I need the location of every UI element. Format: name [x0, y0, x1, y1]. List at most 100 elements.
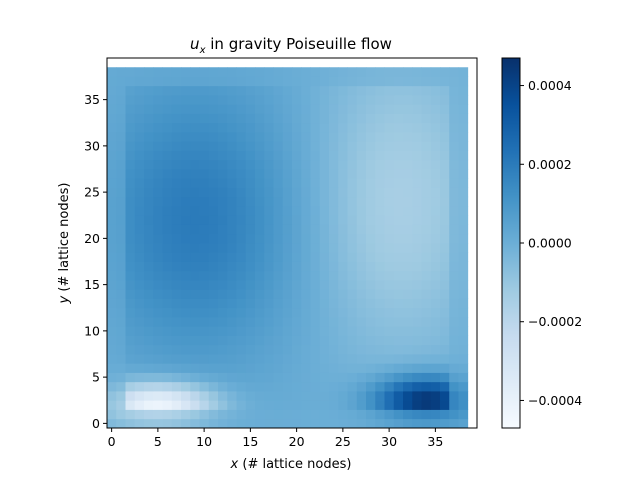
heatmap-cell — [338, 206, 348, 216]
heatmap-cell — [421, 261, 432, 272]
heatmap-cell — [393, 104, 404, 114]
heatmap-cell — [199, 196, 210, 207]
heatmap-cell — [301, 132, 311, 142]
heatmap-cell — [329, 196, 339, 207]
heatmap-cell — [153, 344, 163, 355]
heatmap-cell — [171, 104, 182, 114]
heatmap-cell — [301, 196, 311, 207]
heatmap-cell — [292, 141, 302, 151]
heatmap-cell — [171, 150, 182, 161]
heatmap-cell — [440, 409, 450, 420]
heatmap-cell — [458, 122, 469, 133]
heatmap-cell — [440, 206, 450, 216]
heatmap-cell — [301, 67, 311, 77]
heatmap-cell — [310, 280, 321, 290]
heatmap-cell — [227, 76, 237, 87]
heatmap-cell — [144, 67, 154, 77]
heatmap-cell — [310, 132, 321, 142]
heatmap-cell — [116, 104, 126, 114]
heatmap-cell — [218, 243, 228, 253]
heatmap-cell — [181, 85, 191, 96]
heatmap-cell — [310, 252, 321, 262]
heatmap-cell — [190, 243, 200, 253]
heatmap-cell — [208, 354, 219, 364]
heatmap-cell — [236, 196, 247, 207]
heatmap-cell — [338, 122, 348, 133]
heatmap-cell — [273, 76, 284, 87]
heatmap-cell — [412, 206, 422, 216]
heatmap-cell — [245, 196, 256, 207]
heatmap-cell — [301, 113, 311, 124]
heatmap-cell — [125, 67, 136, 77]
heatmap-cell — [236, 113, 247, 124]
heatmap-cell — [347, 270, 358, 281]
heatmap-cell — [208, 326, 219, 336]
heatmap-cell — [356, 224, 367, 235]
heatmap-cell — [181, 298, 191, 309]
heatmap-cell — [421, 243, 432, 253]
heatmap-cell — [329, 113, 339, 124]
heatmap-cell — [310, 298, 321, 309]
heatmap-cell — [301, 187, 311, 198]
heatmap-cell — [107, 132, 117, 142]
heatmap-cell — [310, 326, 321, 336]
heatmap-cell — [310, 243, 321, 253]
heatmap-cell — [356, 335, 367, 346]
chart-title: ux in gravity Poiseuille flow — [190, 35, 392, 56]
heatmap-cell — [282, 363, 293, 373]
heatmap-cell — [162, 159, 173, 170]
heatmap-cell — [421, 169, 432, 179]
heatmap-cell — [440, 76, 450, 87]
heatmap-cell — [144, 280, 154, 290]
heatmap-cell — [338, 280, 348, 290]
heatmap-cell — [292, 280, 302, 290]
heatmap-cell — [449, 298, 459, 309]
heatmap-cell — [329, 280, 339, 290]
heatmap-cell — [440, 326, 450, 336]
heatmap-cell — [181, 418, 191, 429]
heatmap-cell — [412, 159, 422, 170]
heatmap-cell — [393, 298, 404, 309]
heatmap-cell — [319, 150, 330, 161]
heatmap-cell — [310, 206, 321, 216]
heatmap-cell — [292, 76, 302, 87]
heatmap-cell — [393, 270, 404, 281]
heatmap-cell — [421, 178, 432, 188]
heatmap-cell — [375, 178, 385, 188]
heatmap-cell — [366, 159, 376, 170]
heatmap-cell — [255, 317, 265, 327]
heatmap-cell — [282, 381, 293, 392]
heatmap-cell — [144, 400, 154, 410]
heatmap-cell — [338, 178, 348, 188]
heatmap-cell — [329, 363, 339, 373]
heatmap-cell — [208, 372, 219, 383]
heatmap-cell — [227, 233, 237, 244]
heatmap-cell — [282, 280, 293, 290]
heatmap-cell — [218, 344, 228, 355]
heatmap-cell — [208, 298, 219, 309]
heatmap-cell — [153, 104, 163, 114]
heatmap-cell — [264, 67, 274, 77]
heatmap-cell — [264, 409, 274, 420]
heatmap-cell — [144, 307, 154, 318]
heatmap-cell — [347, 381, 358, 392]
heatmap-cell — [403, 307, 413, 318]
heatmap-cell — [421, 344, 432, 355]
heatmap-cell — [171, 178, 182, 188]
heatmap-cell — [366, 289, 376, 299]
heatmap-cell — [273, 113, 284, 124]
heatmap-cell — [218, 141, 228, 151]
heatmap-cell — [319, 252, 330, 262]
heatmap-cell — [458, 132, 469, 142]
heatmap-cell — [375, 132, 385, 142]
heatmap-cell — [208, 215, 219, 225]
heatmap-cell — [134, 391, 145, 401]
heatmap-cell — [162, 187, 173, 198]
heatmap-cell — [403, 317, 413, 327]
heatmap-cell — [403, 178, 413, 188]
heatmap-cell — [440, 289, 450, 299]
heatmap-cell — [356, 289, 367, 299]
heatmap-cell — [319, 354, 330, 364]
heatmap-cell — [171, 261, 182, 272]
heatmap-cell — [171, 196, 182, 207]
